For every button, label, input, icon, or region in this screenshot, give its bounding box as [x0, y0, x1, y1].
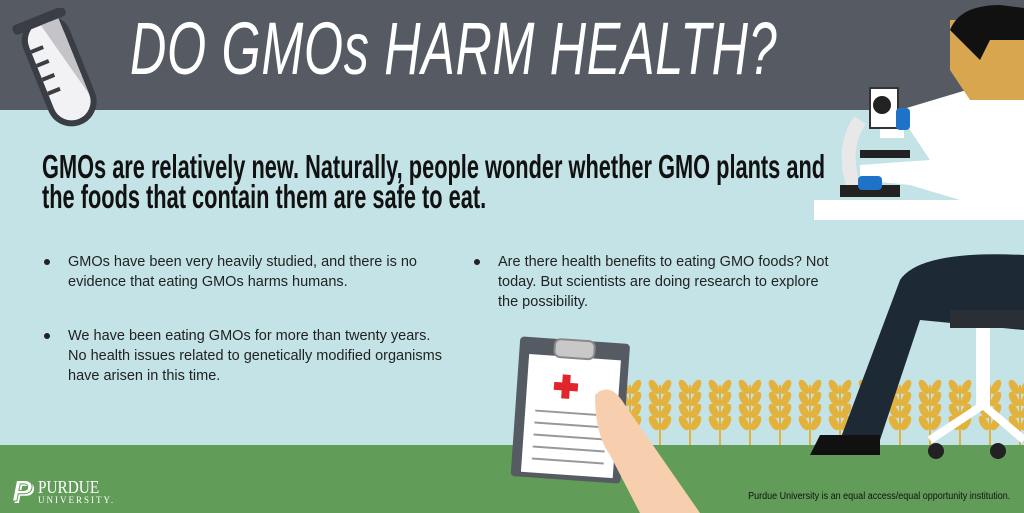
bullet-item: GMOs have been very heavily studied, and…: [42, 252, 452, 292]
logo-sub: UNIVERSITY.: [38, 495, 116, 505]
wheat-field-illustration: [618, 379, 1024, 450]
wheat-stalk: [738, 379, 762, 450]
wheat-stalk: [1008, 379, 1024, 450]
logo-name: PURDUE: [38, 477, 100, 497]
wheat-stalk: [768, 379, 792, 450]
wheat-stalk: [648, 379, 672, 450]
purdue-p-mark: P: [11, 475, 33, 509]
wheat-stalk: [828, 379, 852, 450]
wheat-stalk: [708, 379, 732, 450]
wheat-stalk: [678, 379, 702, 450]
test-tube-icon: [12, 8, 97, 127]
intro-text: GMOs are relatively new. Naturally, peop…: [42, 148, 826, 215]
header-band: [0, 0, 1024, 110]
clipboard-illustration: [510, 336, 700, 513]
bullet-item: Are there health benefits to eating GMO …: [472, 252, 832, 312]
wheat-stalk: [798, 379, 822, 450]
purdue-logo: P PURDUE UNIVERSITY.: [11, 475, 116, 509]
bullet-item: We have been eating GMOs for more than t…: [42, 326, 452, 386]
equal-opportunity-statement: Purdue University is an equal access/equ…: [747, 491, 1010, 502]
wheat-stalk: [918, 379, 942, 450]
scientist-illustration: [810, 5, 1024, 459]
page-title: DO GMOs HARM HEALTH?: [130, 7, 778, 90]
